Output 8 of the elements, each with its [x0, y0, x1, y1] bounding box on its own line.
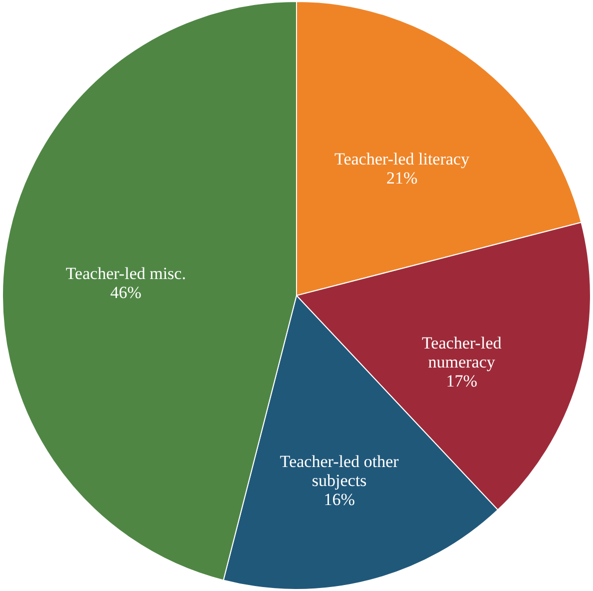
data-label: 17%: [446, 371, 478, 390]
data-label: 16%: [324, 490, 355, 510]
data-label: 21%: [386, 168, 418, 188]
slice-label: Teacher-led numeracy: [422, 333, 502, 372]
slice-label: Teacher-led other subjects: [280, 452, 400, 490]
data-label: 46%: [110, 282, 142, 302]
slice-label: Teacher-led literacy: [334, 150, 470, 169]
slice-label: Teacher-led misc.: [66, 264, 186, 283]
